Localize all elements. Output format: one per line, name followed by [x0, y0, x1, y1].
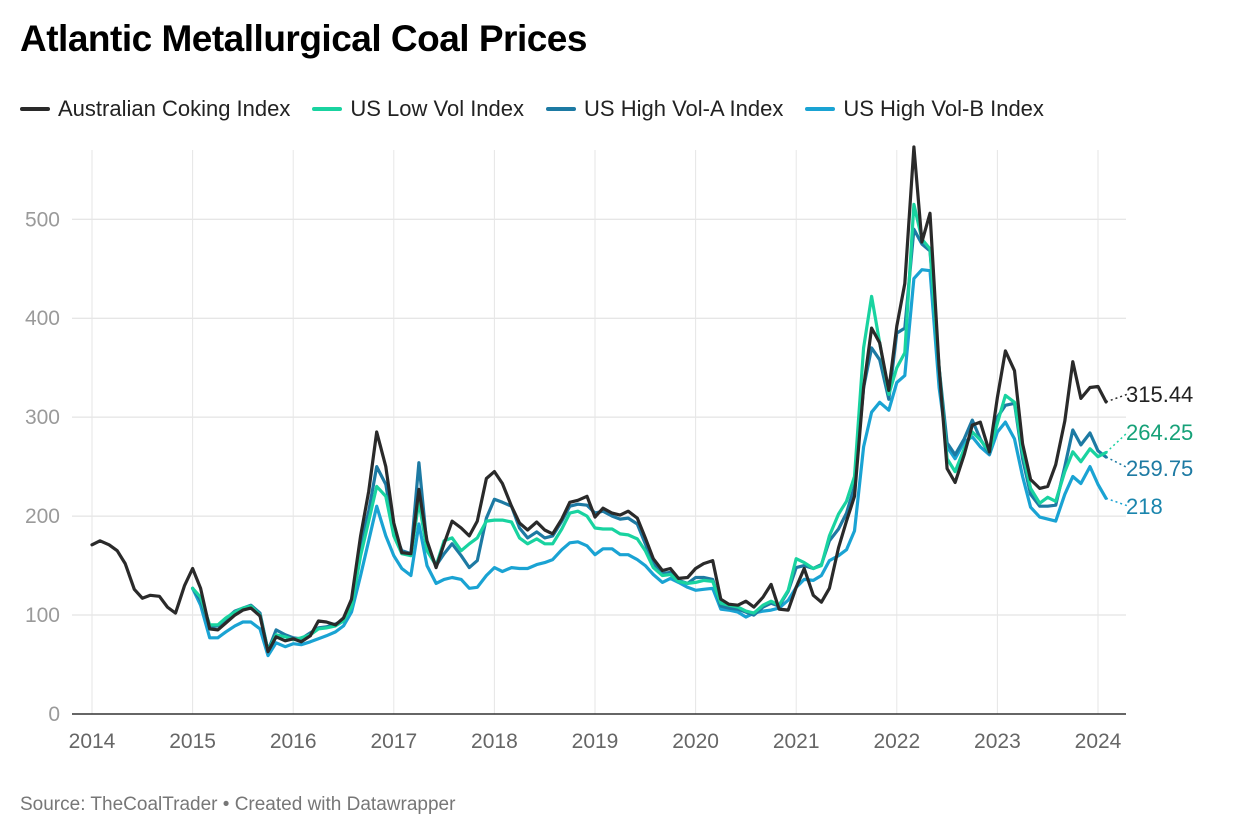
legend-item-australian-coking: Australian Coking Index	[20, 96, 290, 122]
legend-label-us-high-vol-a: US High Vol-A Index	[584, 96, 784, 121]
legend-swatch-us-high-vol-a	[546, 107, 577, 111]
series-end-label: 315.44	[1126, 382, 1193, 407]
y-tick-label: 500	[25, 208, 60, 231]
legend-label-us-high-vol-b: US High Vol-B Index	[843, 96, 1044, 121]
legend-label-australian-coking: Australian Coking Index	[58, 96, 291, 121]
series-line	[90, 145, 1108, 654]
legend-swatch-us-high-vol-b	[805, 107, 836, 111]
x-tick-label: 2017	[370, 730, 417, 753]
legend-item-us-high-vol-b: US High Vol-B Index	[805, 96, 1044, 122]
legend-swatch-australian-coking	[20, 107, 50, 111]
y-tick-label: 400	[25, 307, 60, 330]
end-label-connector	[1105, 393, 1129, 403]
legend-label-us-low-vol: US Low Vol Index	[350, 96, 525, 121]
x-tick-label: 2016	[270, 730, 317, 753]
line-chart: 0 100 200 300 400 500 2014 2015 2016 2017 2018 2019…	[25, 145, 1193, 753]
y-tick-label: 0	[48, 703, 60, 726]
y-tick-label: 100	[25, 604, 60, 627]
x-tick-label: 2018	[471, 730, 518, 753]
chart-title: Atlantic Metallurgical Coal Prices	[20, 18, 587, 59]
source-note: Source: TheCoalTrader • Created with Dat…	[20, 794, 456, 815]
x-tick-label: 2019	[572, 730, 619, 753]
end-label-connector	[1105, 431, 1129, 454]
legend: Australian Coking Index US Low Vol Index…	[20, 96, 1044, 122]
y-tick-label: 300	[25, 406, 60, 429]
x-tick-label: 2015	[169, 730, 216, 753]
series-end-label: 264.25	[1126, 420, 1193, 445]
legend-swatch-us-low-vol	[312, 107, 343, 111]
x-tick-label: 2020	[672, 730, 719, 753]
series-line	[191, 268, 1108, 658]
legend-item-us-high-vol-a: US High Vol-A Index	[546, 96, 783, 122]
end-label-connector	[1105, 497, 1129, 507]
x-tick-label: 2021	[773, 730, 820, 753]
legend-item-us-low-vol: US Low Vol Index	[312, 96, 524, 122]
x-tick-label: 2023	[974, 730, 1021, 753]
x-tick-label: 2014	[69, 730, 116, 753]
x-tick-label: 2022	[873, 730, 920, 753]
y-tick-label: 200	[25, 505, 60, 528]
end-label-connector	[1105, 456, 1129, 469]
x-tick-label: 2024	[1075, 730, 1122, 753]
series-end-label: 218	[1126, 494, 1163, 519]
series-end-label: 259.75	[1126, 456, 1193, 481]
